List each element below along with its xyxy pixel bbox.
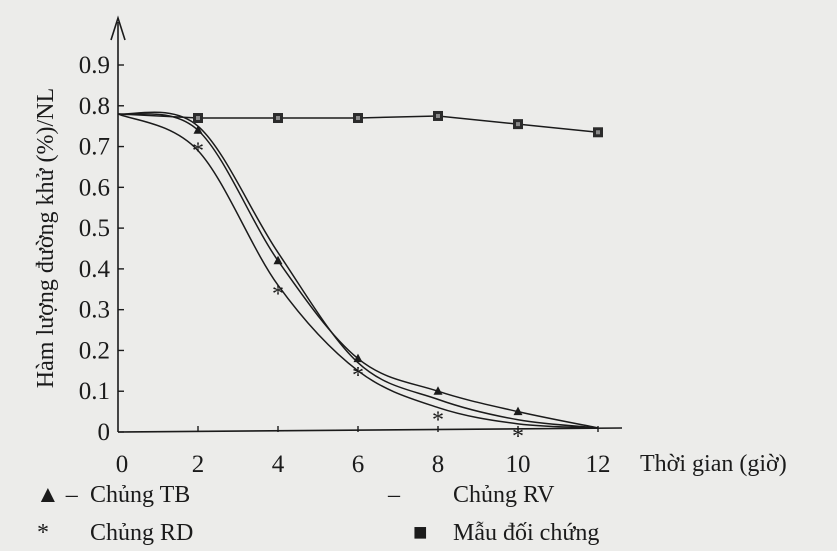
y-tick-label: 0 (98, 419, 111, 446)
legend-symbol-tb: ▲ – (36, 482, 79, 508)
x-tick-label: 12 (586, 451, 611, 478)
x-tick-label: 8 (432, 451, 445, 478)
triangle-marker (273, 255, 283, 265)
series-line (117, 111, 599, 429)
x-tick-label: 6 (352, 451, 365, 478)
y-tick-label: 0.4 (79, 256, 111, 283)
asterisk-marker: * (352, 363, 364, 389)
legend-label-rd: Chủng RD (90, 520, 193, 546)
legend-symbol-control: ■ (413, 520, 428, 546)
legend-item-rd: * Chủng RD (37, 520, 193, 546)
x-tick-label: 2 (192, 451, 205, 478)
series-3 (117, 110, 603, 138)
legend-symbol-rv: – (387, 482, 401, 508)
x-axis-title: Thời gian (giờ) (640, 451, 787, 477)
series-line (117, 113, 599, 429)
y-tick-label: 0.3 (79, 297, 110, 324)
series-1 (117, 111, 599, 429)
series-2: * * * * * (117, 113, 599, 450)
legend-label-rv: Chủng RV (453, 482, 555, 508)
legend: ▲ – Chủng TB – Chủng RV * Chủng RD ■ Mẫu… (36, 482, 599, 546)
x-axis-ticks: 0 2 4 6 8 10 12 (116, 426, 611, 478)
y-tick-label: 0.9 (79, 52, 110, 79)
chart-axes (110, 15, 623, 433)
triangle-marker (193, 125, 203, 134)
asterisk-marker: * (432, 408, 444, 434)
y-tick-label: 0.5 (79, 215, 110, 242)
triangle-marker (433, 386, 443, 395)
y-tick-label: 0.6 (79, 174, 110, 201)
x-tick-label: 10 (506, 451, 531, 478)
series-0 (117, 113, 599, 429)
asterisk-marker: * (272, 281, 284, 307)
asterisk-marker: * (192, 139, 204, 165)
y-axis-arrow (110, 15, 126, 41)
y-tick-label: 0.2 (79, 337, 110, 364)
square-marker-inner (276, 116, 280, 121)
legend-item-rv: – Chủng RV (387, 482, 555, 508)
square-marker-inner (596, 130, 600, 135)
triangle-marker (513, 406, 523, 416)
y-tick-label: 0.8 (79, 93, 110, 120)
legend-item-tb: ▲ – Chủng TB (36, 482, 190, 508)
legend-label-tb: Chủng TB (90, 482, 190, 508)
y-axis-title: Hàm lượng đường khử (%)/NL (33, 88, 59, 388)
x-axis (117, 427, 623, 433)
series-layer: * * * * * (117, 110, 603, 450)
asterisk-marker: * (512, 424, 524, 450)
y-axis-ticks: 0 0.1 0.2 0.3 0.4 0.5 0.6 0.7 0.8 0.9 (79, 52, 124, 446)
legend-item-control: ■ Mẫu đối chứng (413, 520, 599, 546)
y-tick-label: 0.1 (79, 378, 110, 405)
square-marker-inner (356, 116, 360, 121)
legend-symbol-rd: * (37, 520, 49, 546)
x-tick-label: 4 (272, 451, 285, 478)
triangle-marker (353, 353, 363, 363)
x-tick-label: 0 (116, 451, 129, 478)
square-marker-inner (516, 122, 520, 127)
y-tick-label: 0.7 (79, 134, 110, 161)
square-marker-inner (436, 113, 440, 118)
square-marker-inner (196, 116, 200, 121)
legend-label-control: Mẫu đối chứng (453, 520, 599, 546)
